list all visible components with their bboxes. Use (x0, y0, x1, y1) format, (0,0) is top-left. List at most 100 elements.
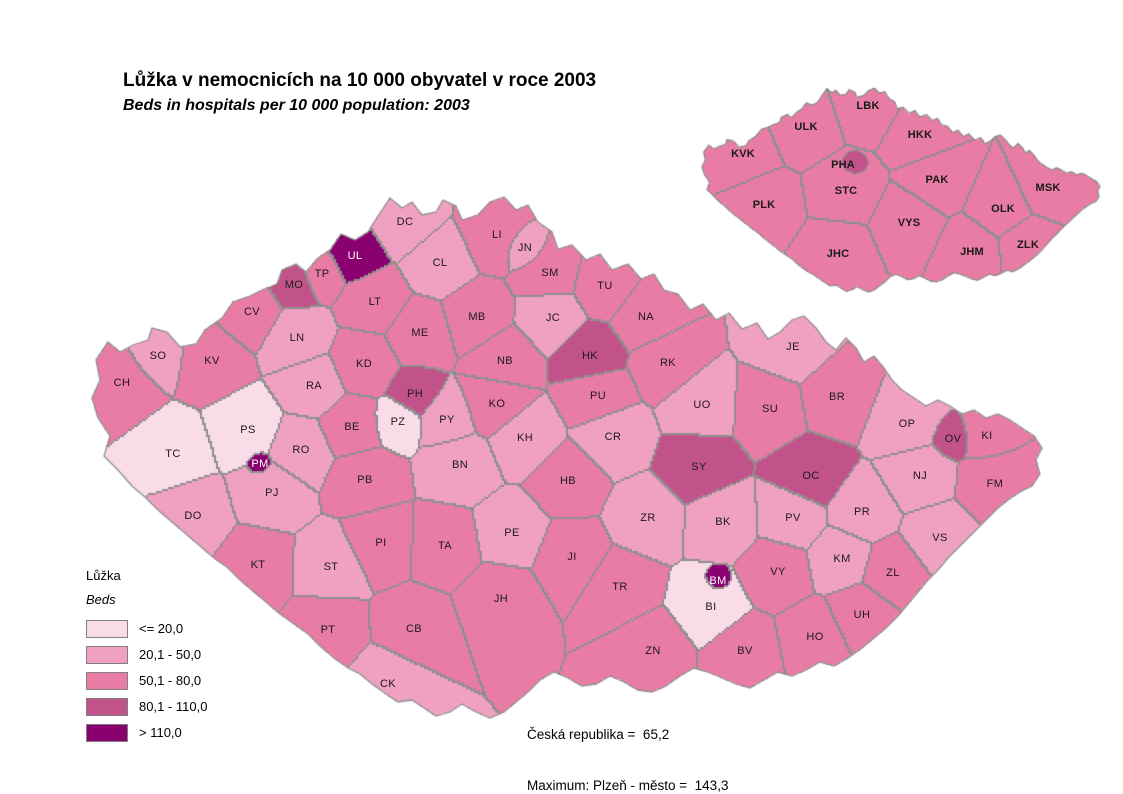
district-label-pt: PT (320, 624, 336, 636)
legend-swatch-class2 (86, 645, 128, 664)
district-label-be: BE (344, 421, 360, 433)
district-label-mb: MB (468, 311, 486, 323)
district-label-pj: PJ (265, 487, 279, 499)
region-label-msk: MSK (1035, 182, 1061, 194)
legend-swatch-class4 (86, 697, 128, 716)
legend-swatch-class1 (86, 619, 128, 638)
district-label-cl: CL (432, 257, 448, 269)
map-title-english: Beds in hospitals per 10 000 population:… (123, 97, 470, 114)
legend-item: > 110,0 (86, 723, 207, 742)
district-label-tu: TU (597, 280, 613, 292)
district-label-uo: UO (693, 399, 711, 411)
legend-item: 80,1 - 110,0 (86, 697, 208, 716)
district-label-ro: RO (292, 444, 310, 456)
district-label-kd: KD (355, 358, 373, 370)
district-label-rk: RK (659, 357, 677, 369)
district-label-hb: HB (559, 475, 577, 487)
district-label-ra: RA (305, 380, 323, 392)
district-label-km: KM (833, 553, 851, 565)
district-label-ck: CK (379, 678, 397, 690)
district-label-dc: DC (396, 216, 414, 228)
region-label-kvk: KVK (731, 148, 755, 160)
district-label-br: BR (828, 391, 846, 403)
region-label-plk: PLK (752, 199, 776, 211)
legend-swatch-class5 (86, 723, 128, 742)
district-label-bm: BM (709, 575, 727, 587)
district-label-kt: KT (250, 559, 266, 571)
district-label-do: DO (184, 510, 202, 522)
district-label-sm: SM (541, 267, 559, 279)
district-label-vy: VY (770, 566, 786, 578)
district-label-py: PY (439, 414, 455, 426)
district-label-pe: PE (504, 527, 520, 539)
region-label-jhm: JHM (960, 246, 984, 258)
legend-class-label: 20,1 - 50,0 (139, 647, 202, 662)
district-label-cb: CB (405, 623, 423, 635)
district-label-op: OP (898, 418, 916, 430)
district-label-pm: PM (251, 458, 269, 470)
district-label-cv: CV (243, 306, 261, 318)
region-label-olk: OLK (991, 203, 1015, 215)
district-label-ph: PH (406, 388, 424, 400)
stat-maximum: Maximum: Plzeň - město = 143,3 (527, 778, 729, 793)
region-label-pha: PHA (831, 159, 855, 171)
district-label-ji: JI (567, 551, 577, 563)
region-label-stc: STC (834, 185, 858, 197)
district-label-bn: BN (451, 459, 469, 471)
legend-item: 20,1 - 50,0 (86, 645, 207, 664)
district-label-cr: CR (604, 431, 622, 443)
legend: Lůžka Beds <= 20,0 20,1 - 50,0 50,1 - 80… (86, 568, 207, 750)
legend-title-english: Beds (86, 592, 116, 607)
region-label-pak: PAK (925, 174, 949, 186)
district-label-vs: VS (932, 532, 948, 544)
district-label-pb: PB (357, 474, 373, 486)
legend-class-label: 80,1 - 110,0 (139, 699, 208, 714)
district-label-pu: PU (589, 390, 607, 402)
district-label-jh: JH (493, 593, 509, 605)
district-label-pv: PV (785, 512, 801, 524)
district-label-na: NA (637, 311, 655, 323)
district-label-pr: PR (853, 506, 871, 518)
district-label-uh: UH (853, 609, 871, 621)
region-label-lbk: LBK (856, 100, 880, 112)
legend-item: 50,1 - 80,0 (86, 671, 207, 690)
district-label-zn: ZN (645, 645, 661, 657)
district-label-nj: NJ (912, 470, 928, 482)
map-title-czech: Lůžka v nemocnicích na 10 000 obyvatel v… (123, 70, 597, 91)
district-label-je: JE (786, 341, 800, 353)
district-label-ho: HO (806, 631, 824, 643)
district-label-ul: UL (347, 250, 363, 262)
district-label-ov: OV (944, 433, 962, 445)
district-label-me: ME (411, 327, 429, 339)
district-label-kv: KV (204, 355, 220, 367)
district-label-bv: BV (737, 645, 753, 657)
stat-country-average: Česká republika = 65,2 (527, 727, 670, 742)
legend-item: <= 20,0 (86, 619, 207, 638)
district-label-kh: KH (516, 432, 534, 444)
district-label-so: SO (149, 350, 167, 362)
statistics: Česká republika = 65,2 Maximum: Plzeň - … (527, 692, 728, 794)
district-label-lt: LT (368, 296, 382, 308)
district-label-sy: SY (691, 461, 707, 473)
district-label-ki: KI (981, 430, 993, 442)
district-label-ln: LN (289, 332, 305, 344)
district-label-oc: OC (802, 470, 820, 482)
district-label-jc: JC (545, 312, 561, 324)
district-label-zl: ZL (886, 567, 900, 579)
legend-class-label: > 110,0 (139, 725, 182, 740)
legend-class-label: <= 20,0 (139, 621, 184, 636)
district-label-ch: CH (113, 377, 131, 389)
region-label-hkk: HKK (907, 129, 933, 141)
district-label-zr: ZR (640, 512, 656, 524)
region-label-vys: VYS (897, 217, 921, 229)
region-label-ulk: ULK (794, 121, 818, 133)
district-label-st: ST (323, 561, 339, 573)
district-label-bi: BI (705, 601, 717, 613)
district-label-nb: NB (496, 355, 514, 367)
district-label-tc: TC (165, 448, 181, 460)
district-label-fm: FM (986, 478, 1004, 490)
region-label-jhc: JHC (826, 248, 850, 260)
